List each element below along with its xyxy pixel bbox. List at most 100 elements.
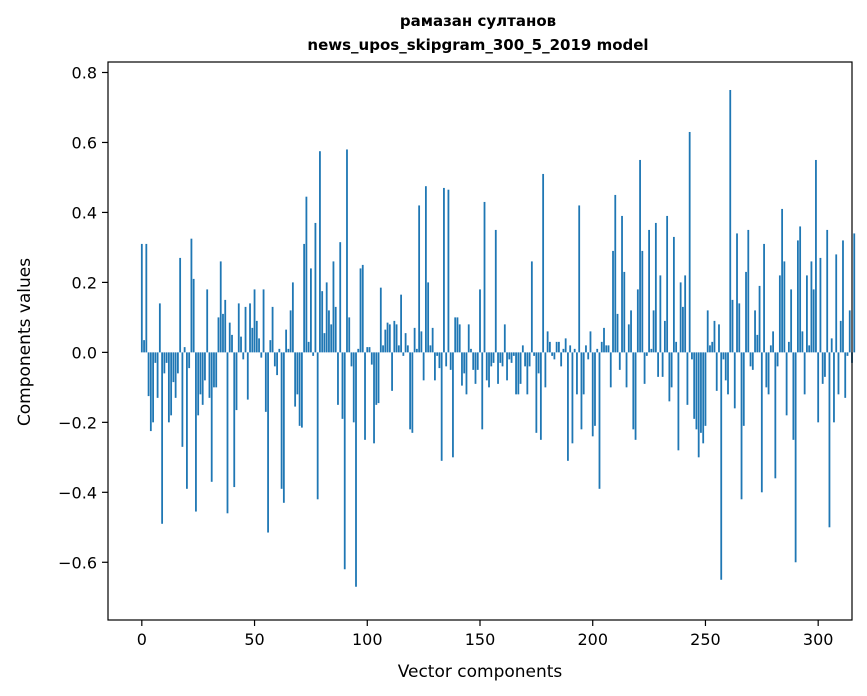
bar: [258, 338, 260, 353]
bar: [799, 226, 802, 353]
bar: [452, 352, 454, 458]
bar: [377, 352, 380, 404]
bar: [792, 352, 795, 440]
bar: [278, 348, 281, 353]
y-tick-label: −0.6: [58, 553, 97, 572]
chart-title: рамазан султанов: [400, 12, 556, 30]
bar: [305, 196, 308, 353]
bar: [494, 229, 497, 353]
bar: [715, 352, 718, 391]
bar: [422, 352, 425, 381]
bar: [359, 268, 362, 353]
bar: [440, 352, 443, 461]
bar: [456, 317, 459, 353]
bar: [152, 352, 154, 423]
bar: [228, 322, 231, 353]
bar: [598, 352, 601, 489]
bar: [497, 352, 499, 384]
bar: [190, 238, 193, 353]
bar: [213, 352, 215, 388]
x-tick-label: 250: [690, 630, 721, 649]
bar: [594, 352, 596, 426]
bar: [488, 352, 490, 388]
bar: [573, 348, 576, 353]
bar: [352, 352, 355, 423]
bar: [429, 345, 432, 353]
bar: [179, 257, 182, 353]
bar: [519, 352, 522, 384]
bar: [724, 352, 727, 381]
bar: [231, 334, 233, 353]
bar: [803, 352, 806, 395]
bar: [765, 352, 768, 388]
bar: [756, 334, 759, 353]
bar: [571, 352, 574, 444]
bar: [508, 352, 511, 360]
bar: [625, 352, 628, 388]
bar: [158, 303, 161, 353]
x-tick-label: 0: [137, 630, 147, 649]
bar: [641, 250, 644, 353]
bar: [474, 352, 477, 384]
bar: [751, 352, 754, 370]
bar: [183, 347, 186, 353]
bar: [675, 341, 678, 353]
bar: [321, 291, 324, 353]
bar: [449, 352, 452, 370]
bar: [754, 310, 756, 353]
bar: [603, 327, 605, 353]
bar: [404, 333, 407, 353]
bar: [242, 352, 245, 360]
bar: [844, 352, 847, 398]
bar: [749, 352, 752, 367]
bar: [846, 352, 849, 356]
bar: [787, 341, 790, 353]
bar: [736, 233, 738, 353]
bar: [648, 229, 650, 353]
x-tick-label: 100: [352, 630, 383, 649]
bars-group: [140, 89, 856, 587]
bar: [388, 324, 391, 353]
bar: [226, 352, 229, 514]
bar: [733, 352, 736, 409]
chart-subtitle: news_upos_skipgram_300_5_2019 model: [307, 36, 648, 54]
bar: [458, 324, 461, 353]
bar: [341, 352, 344, 419]
bar: [307, 341, 310, 353]
bar: [291, 282, 294, 353]
y-tick-label: −0.4: [58, 483, 97, 502]
y-tick-label: 0.6: [72, 133, 97, 152]
bar: [361, 264, 364, 353]
bar: [769, 345, 772, 353]
bar: [537, 352, 540, 374]
bar: [758, 285, 761, 353]
bar: [548, 341, 551, 353]
y-tick-label: 0.0: [72, 343, 97, 362]
bar: [147, 352, 150, 397]
bar: [553, 352, 556, 360]
bar: [271, 306, 274, 353]
bar: [668, 352, 671, 402]
bar: [355, 352, 357, 587]
bar: [316, 352, 319, 500]
bar: [262, 289, 265, 353]
bar: [337, 352, 339, 405]
bar: [684, 275, 687, 353]
bar: [722, 352, 725, 360]
bar: [393, 320, 396, 353]
bar: [672, 236, 675, 353]
bar: [276, 352, 278, 376]
bar: [210, 352, 213, 482]
bar: [176, 352, 179, 374]
bar: [600, 341, 603, 353]
bar: [812, 289, 815, 353]
bar: [558, 341, 560, 353]
bar: [808, 345, 811, 353]
bar: [235, 352, 238, 411]
bar: [796, 240, 799, 353]
bar: [174, 352, 177, 398]
bar: [517, 352, 520, 395]
bar: [296, 352, 299, 395]
bar: [222, 313, 224, 353]
